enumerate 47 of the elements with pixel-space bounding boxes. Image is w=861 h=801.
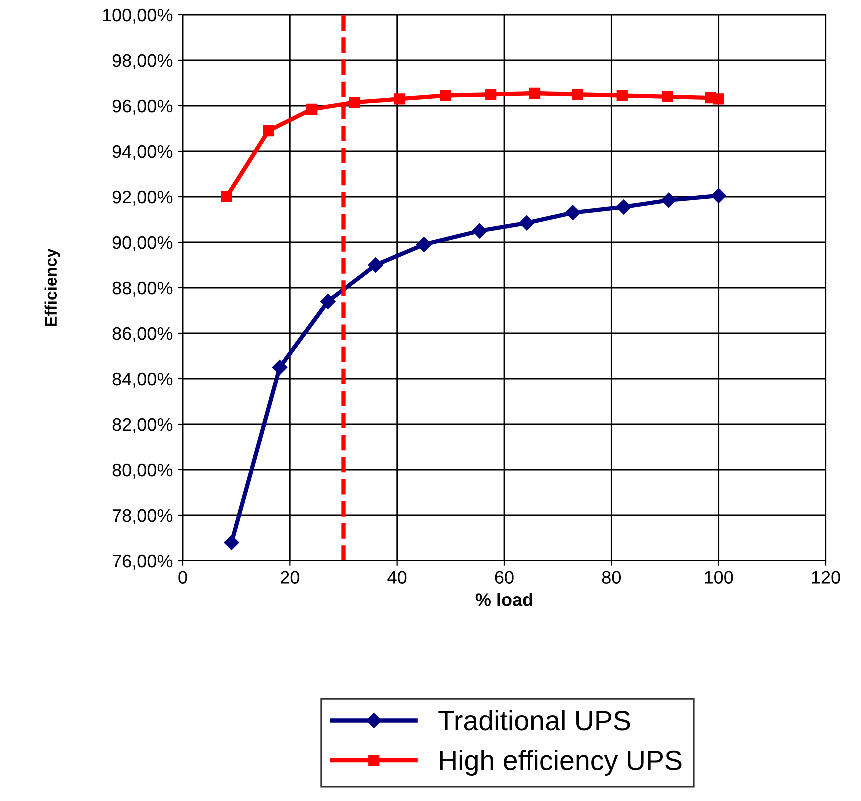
y-tick-label: 96,00% (112, 100, 173, 115)
point (272, 360, 288, 376)
point (616, 90, 628, 102)
y-tick-label: 100,00% (103, 8, 173, 24)
point (306, 104, 318, 115)
y-tick-label: 94,00% (112, 145, 173, 160)
x-tick-label: 60 (495, 571, 514, 584)
point (713, 94, 724, 105)
point (224, 535, 240, 550)
y-tick-label: 88,00% (112, 282, 173, 297)
point (486, 89, 497, 100)
x-tick-label: 100 (705, 571, 734, 584)
x-tick-label: 40 (388, 571, 407, 584)
point (368, 258, 384, 273)
y-tick-label: 76,00% (112, 554, 173, 570)
point (440, 90, 452, 102)
legend-label: Traditional UPS (438, 710, 630, 731)
y-tick-label: 86,00% (112, 327, 173, 342)
x-tick-label: 120 (812, 571, 840, 584)
legend-label: High efficiency UPS (440, 750, 682, 776)
point (711, 188, 726, 204)
point (519, 216, 535, 231)
x-tick-label: 80 (602, 571, 622, 584)
y-tick-label: 78,00% (112, 509, 173, 524)
x-axis-title: % load (476, 593, 532, 606)
y-tick-label: 82,00% (112, 418, 173, 434)
x-tick-label: 0 (178, 571, 188, 584)
point (349, 97, 361, 108)
point (572, 89, 584, 100)
point (529, 88, 541, 100)
y-tick-label: 80,00% (112, 464, 173, 479)
point (263, 125, 274, 137)
point (566, 205, 581, 220)
y-tick-label: 92,00% (112, 190, 173, 206)
point (472, 224, 488, 239)
y-axis-title: Efficiency (44, 248, 60, 326)
y-tick-label: 98,00% (112, 54, 173, 70)
y-tick-label: 84,00% (112, 372, 173, 388)
point (416, 237, 432, 252)
point (662, 91, 674, 102)
point (616, 200, 632, 215)
point (394, 94, 406, 105)
point (661, 192, 677, 208)
point (320, 294, 336, 310)
point (221, 191, 232, 203)
x-tick-label: 20 (281, 571, 300, 584)
y-tick-label: 90,00% (112, 236, 173, 252)
